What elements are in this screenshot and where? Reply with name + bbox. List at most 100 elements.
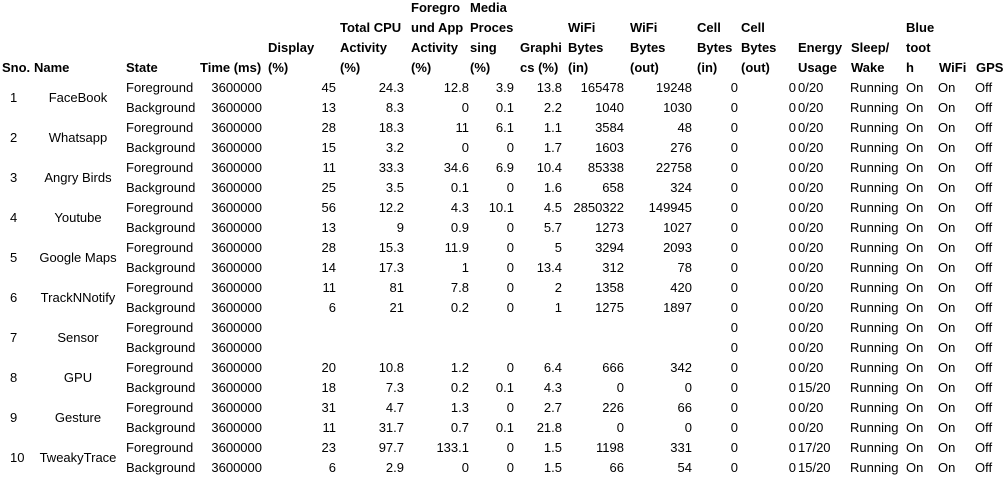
table-cell-cell_in: 0 [730,380,738,395]
table-cell-sleep: Running [850,240,899,255]
table-cell-media: 0 [506,360,514,375]
table-cell-bt: On [906,460,924,475]
column-header-wifi_out: Bytes [630,40,666,55]
table-cell-sleep: Running [850,220,899,235]
table-cell-cell_out: 0 [788,340,796,355]
table-cell-display: 28 [321,240,336,255]
table-cell-cell_out: 0 [788,220,796,235]
table-cell-state: Foreground [126,240,194,255]
table-cell-state: Foreground [126,120,194,135]
table-cell-cpu: 10.8 [378,360,404,375]
table-cell-bt: On [906,160,924,175]
table-cell-wifi_in: 226 [602,400,624,415]
table-cell-fgapp: 11.9 [444,240,469,255]
app-name: FaceBook [48,90,108,105]
table-cell-state: Foreground [126,160,194,175]
table-cell-display: 15 [321,140,336,155]
column-header-media: Proces [470,20,514,35]
table-cell-energy: 0/20 [798,320,824,335]
table-cell-cell_in: 0 [730,240,738,255]
table-cell-state: Background [126,340,196,355]
table-cell-gps: Off [975,360,993,375]
table-cell-sleep: Running [850,440,899,455]
column-header-gfx: cs (%) [520,60,559,75]
column-header-media: Media [470,0,507,15]
table-cell-display: 6 [328,460,336,475]
column-header-cell_out: (out) [741,60,770,75]
table-cell-wifi: On [938,300,956,315]
table-cell-gps: Off [975,100,993,115]
table-cell-bt: On [906,200,924,215]
table-cell-cell_in: 0 [730,460,738,475]
app-name: GPU [63,370,93,385]
app-sno: 8 [10,370,18,385]
column-header-name: Name [34,60,70,75]
table-cell-time: 3600000 [211,260,262,275]
table-cell-cell_in: 0 [730,320,738,335]
table-cell-time: 3600000 [211,140,262,155]
table-cell-wifi_out: 54 [677,460,692,475]
table-cell-fgapp: 1 [461,260,469,275]
table-cell-cell_out: 0 [788,320,796,335]
table-cell-gfx: 4.5 [543,200,562,215]
table-cell-gps: Off [975,240,993,255]
table-cell-cell_in: 0 [730,100,738,115]
table-cell-sleep: Running [850,320,899,335]
table-cell-cell_in: 0 [730,400,738,415]
table-cell-wifi_in: 658 [602,180,624,195]
table-cell-cell_in: 0 [730,180,738,195]
table-cell-wifi: On [938,360,956,375]
table-cell-wifi_in: 3584 [595,120,624,135]
table-cell-media: 0 [506,240,514,255]
table-cell-state: Foreground [126,80,194,95]
table-cell-gps: Off [975,400,993,415]
table-cell-time: 3600000 [211,460,262,475]
table-cell-cpu: 4.7 [385,400,404,415]
column-header-bt: toot [906,40,931,55]
table-cell-media: 3.9 [495,80,514,95]
table-cell-gps: Off [975,420,993,435]
table-cell-cell_out: 0 [788,400,796,415]
table-cell-cell_out: 0 [788,360,796,375]
column-header-cpu: Activity [340,40,387,55]
table-cell-display: 45 [321,80,336,95]
table-cell-sleep: Running [850,300,899,315]
table-cell-time: 3600000 [211,200,262,215]
table-cell-time: 3600000 [211,80,262,95]
table-cell-gps: Off [975,440,993,455]
table-cell-display: 13 [321,100,336,115]
table-cell-state: Foreground [126,400,194,415]
table-cell-cell_in: 0 [730,280,738,295]
table-cell-display: 11 [322,280,337,295]
table-cell-media: 0 [506,440,514,455]
table-cell-wifi_out: 324 [670,180,692,195]
table-cell-time: 3600000 [211,360,262,375]
table-cell-cell_out: 0 [788,260,796,275]
table-cell-gfx: 5 [554,240,562,255]
table-cell-energy: 15/20 [798,380,831,395]
table-cell-sleep: Running [850,160,899,175]
table-cell-state: Background [126,140,196,155]
table-cell-bt: On [906,420,924,435]
table-cell-sleep: Running [850,260,899,275]
table-cell-bt: On [906,300,924,315]
table-cell-energy: 0/20 [798,140,824,155]
table-cell-display: 14 [321,260,336,275]
table-cell-wifi_in: 1275 [595,300,624,315]
table-cell-cell_out: 0 [788,240,796,255]
app-sno: 6 [10,290,18,305]
table-cell-gps: Off [975,460,993,475]
table-cell-wifi_in: 0 [616,380,624,395]
table-cell-gfx: 2.7 [543,400,562,415]
table-cell-wifi: On [938,400,956,415]
table-cell-time: 3600000 [211,420,262,435]
table-cell-display: 13 [321,220,336,235]
table-cell-time: 3600000 [211,340,262,355]
table-cell-cpu: 18.3 [378,120,404,135]
table-cell-fgapp: 0.7 [450,420,469,435]
table-cell-time: 3600000 [211,400,262,415]
table-cell-media: 0.1 [495,380,514,395]
table-cell-cpu: 9 [396,220,404,235]
column-header-media: sing [470,40,497,55]
column-header-display: (%) [268,60,289,75]
